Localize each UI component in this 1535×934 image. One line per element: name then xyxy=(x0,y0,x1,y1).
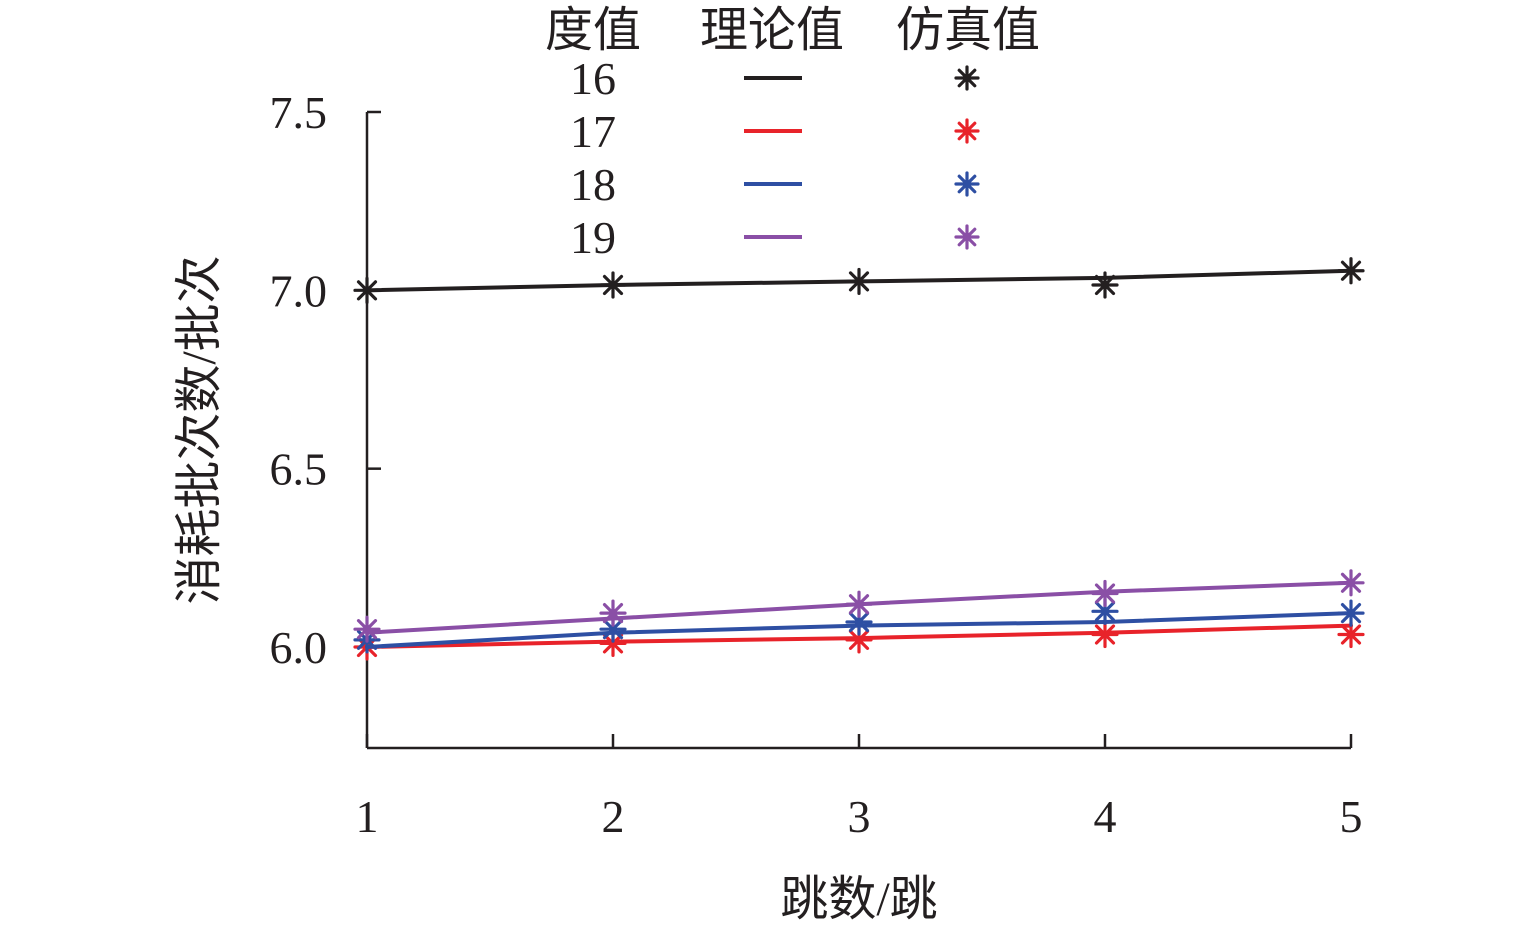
simulated-point-16 xyxy=(845,267,873,296)
x-tick-label: 4 xyxy=(1094,791,1117,842)
legend-degree-16: 16 xyxy=(570,53,616,104)
legend-header-degree: 度值 xyxy=(545,4,641,57)
y-axis-label: 消耗批次数/批次 xyxy=(173,255,226,604)
x-tick-label: 5 xyxy=(1340,791,1363,842)
plot-area xyxy=(353,257,1365,661)
simulated-point-19 xyxy=(1091,579,1119,608)
axes: 6.0 6.5 7.0 7.5 1 2 3 4 5 跳数/跳 消耗批次数/批次 xyxy=(173,87,1363,926)
x-tick-label: 2 xyxy=(602,791,625,842)
legend-marker-swatch-19 xyxy=(954,224,980,250)
legend-marker-swatch-18 xyxy=(954,171,980,197)
series-16 xyxy=(353,257,1365,304)
legend-marker-swatch-16 xyxy=(954,65,980,91)
y-tick-label: 7.0 xyxy=(270,265,328,316)
series-19 xyxy=(353,569,1365,643)
simulated-point-18 xyxy=(1091,597,1119,625)
x-tick-label: 3 xyxy=(848,791,871,842)
series-18 xyxy=(353,597,1365,654)
simulated-point-16 xyxy=(353,276,381,304)
simulated-point-17 xyxy=(1337,620,1365,649)
y-tick-label: 7.5 xyxy=(270,87,328,138)
simulated-point-19 xyxy=(599,599,627,627)
x-tick-label: 1 xyxy=(356,791,379,842)
simulated-point-17 xyxy=(1091,620,1119,649)
legend-degree-18: 18 xyxy=(570,159,616,210)
simulated-point-16 xyxy=(599,271,627,299)
simulated-point-16 xyxy=(1337,257,1365,285)
legend-degree-17: 17 xyxy=(570,106,616,157)
simulated-point-18 xyxy=(845,608,873,636)
simulated-point-19 xyxy=(845,590,873,618)
simulated-point-17 xyxy=(845,626,873,654)
simulated-point-16 xyxy=(1091,271,1119,299)
legend-header-theoretical: 理论值 xyxy=(700,4,844,57)
legend-degree-19: 19 xyxy=(570,212,616,263)
simulated-point-18 xyxy=(599,615,627,643)
y-tick-label: 6.5 xyxy=(270,444,328,495)
legend-header-simulated: 仿真值 xyxy=(896,4,1040,57)
simulated-point-19 xyxy=(1337,569,1365,597)
legend-marker-swatch-17 xyxy=(954,118,980,144)
y-tick-label: 6.0 xyxy=(270,622,328,673)
x-axis-label: 跳数/跳 xyxy=(780,873,937,926)
simulated-point-18 xyxy=(1337,599,1365,627)
simulated-point-19 xyxy=(353,615,381,643)
simulated-point-17 xyxy=(599,629,627,658)
